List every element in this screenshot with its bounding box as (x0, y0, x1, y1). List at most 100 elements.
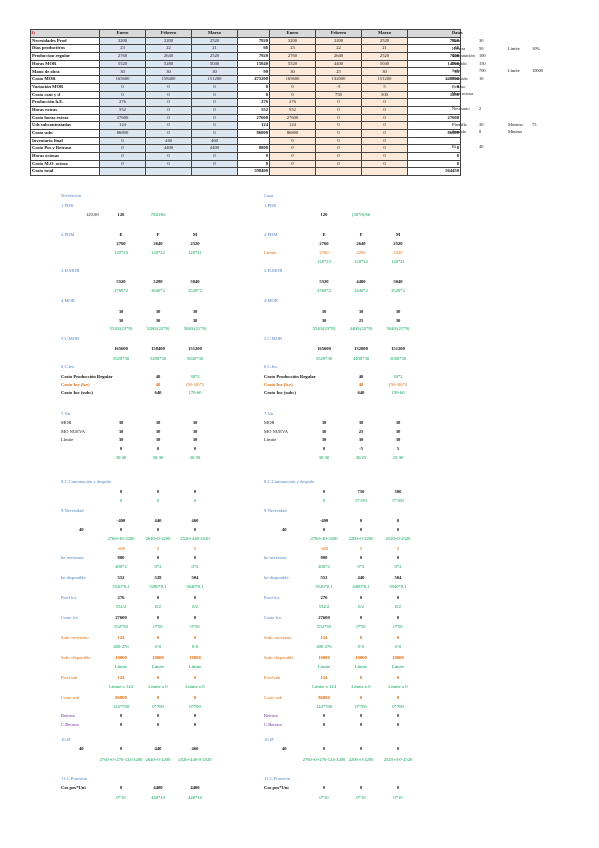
value: 30 (395, 437, 401, 442)
table-row: Variación MOR 0 0 0 0 0 -5 5 0 (30, 82, 461, 92)
value: 0 (156, 695, 160, 700)
cell-value: 0 (269, 82, 316, 92)
cell-value: 0 (145, 128, 192, 138)
step-header: 11.C.Posesión (264, 776, 291, 781)
cell-value: 475200 (237, 75, 270, 84)
cell-value: 0 (191, 113, 238, 123)
value: 0 (156, 445, 160, 451)
formula: 30*2 (190, 374, 200, 379)
formula: 0*10 (356, 795, 366, 800)
cell-value: 2520 (191, 36, 238, 46)
value: 0 (193, 675, 197, 680)
table-header-row: Enero Febrero Marzo Enero Febrero Marzo (30, 29, 461, 38)
value: 528 (154, 575, 162, 580)
datos-cell: Posesión (452, 76, 468, 81)
table-row: Costo horas extras 27600 0 0 27600 27600 0 0 276… (30, 113, 461, 123)
value: 27600 (115, 615, 127, 620)
cell-value: 0 (361, 144, 408, 153)
row-label: Horas ociosas (30, 152, 100, 161)
value: 30 (321, 318, 327, 323)
value: 30 (118, 437, 124, 442)
value: 0 (322, 445, 326, 451)
datos-cell: 30 (479, 38, 484, 43)
row-label: Costo Producción Regular (61, 374, 113, 379)
row-label: Horas MOR (30, 59, 100, 69)
formula: 552*50 (114, 624, 128, 629)
formula: 440*10 (188, 795, 202, 800)
table-row: Produccion regular 2760 2640 2520 7920 2760 26… (30, 52, 461, 61)
value: 30 (192, 309, 198, 314)
datos-title: Datos (452, 30, 463, 35)
value: 2640 (153, 241, 163, 246)
step-header: 10.IF (264, 737, 274, 742)
step-header: 10.IF (61, 737, 71, 742)
cell-value: 598400 (237, 167, 270, 177)
value: 40 (358, 374, 364, 379)
row-label: Prod h.e. (61, 595, 78, 600)
cell-value: 0 (315, 98, 362, 107)
row-label: Costo Inc (h.e) (61, 382, 90, 387)
formula: 0 (322, 498, 326, 503)
formula: 5040/(21*8) (386, 326, 410, 331)
cell-value: 4400 (191, 144, 238, 153)
formula: Límite (391, 664, 405, 669)
row-label: Subc disponible (61, 655, 91, 660)
row-label: MOR (61, 420, 72, 425)
row-label: C.Retraso (61, 722, 80, 727)
row-label: Horas extras (30, 105, 100, 115)
cell-value: 0 (237, 152, 270, 161)
value: 0 (193, 695, 197, 700)
cell-value: 22 (315, 44, 362, 54)
step-header: 5.C.MOR (264, 336, 283, 341)
column-header (30, 29, 100, 38)
cell-value: 0 (361, 136, 408, 146)
formula: -400 (319, 546, 329, 551)
cell-value: 0 (361, 128, 408, 138)
value: 0 (322, 527, 326, 532)
datos-cell: 100 (479, 53, 486, 59)
row-label: Retraso (61, 713, 76, 718)
cell-value: 276 (99, 98, 146, 107)
value: 0 (359, 595, 363, 600)
cell-value (361, 167, 408, 177)
formula: 2760*2 (317, 288, 331, 293)
value: 0 (322, 713, 326, 718)
cell-value: 276 (269, 98, 316, 107)
formula: Límite o 0 (388, 684, 408, 689)
value: 30 (358, 437, 364, 442)
value: 0 (119, 445, 123, 451)
formula: 0-0 (394, 644, 402, 649)
formula: 5040*0,1 (186, 584, 204, 589)
value: 4400 (356, 279, 366, 284)
cell-value: 0 (145, 105, 192, 115)
cell-value: 2640 (145, 52, 192, 61)
column-label: M (192, 232, 198, 237)
cell-value: 0 (361, 159, 408, 169)
row-label: Costo Inc (subc) (61, 390, 93, 395)
cell-value: 0 (191, 159, 238, 169)
value: 5 (396, 445, 400, 451)
cell-value: 0 (361, 105, 408, 115)
datos-cell: Plantilla (452, 121, 467, 127)
formula: 0*700 (152, 704, 164, 709)
value: 0 (359, 722, 363, 727)
formula: 2200+0-2200 (348, 536, 374, 541)
value: 0 (156, 527, 160, 532)
table-row: Horas extras 552 0 0 552 552 0 0 (30, 105, 461, 115)
formula: Límite o 124 (312, 684, 336, 689)
formula: 170-60 (188, 390, 202, 395)
cell-value: 165600 (269, 75, 316, 84)
cell-value: 0 (361, 98, 408, 107)
value: 0 (359, 713, 363, 718)
cell-value: 0 (361, 113, 408, 123)
row-label: Coste sub (264, 695, 282, 700)
value: 0 (193, 555, 197, 560)
cell-value: 86800 (99, 128, 146, 138)
cell-value: 0 (191, 152, 238, 161)
datos-cell: Retraso (452, 83, 466, 89)
formula: 0*50 (153, 624, 163, 629)
value: 276 (117, 595, 125, 600)
value: 124 (117, 635, 125, 640)
value: 0 (193, 615, 197, 620)
formula: 124*700 (112, 704, 130, 709)
